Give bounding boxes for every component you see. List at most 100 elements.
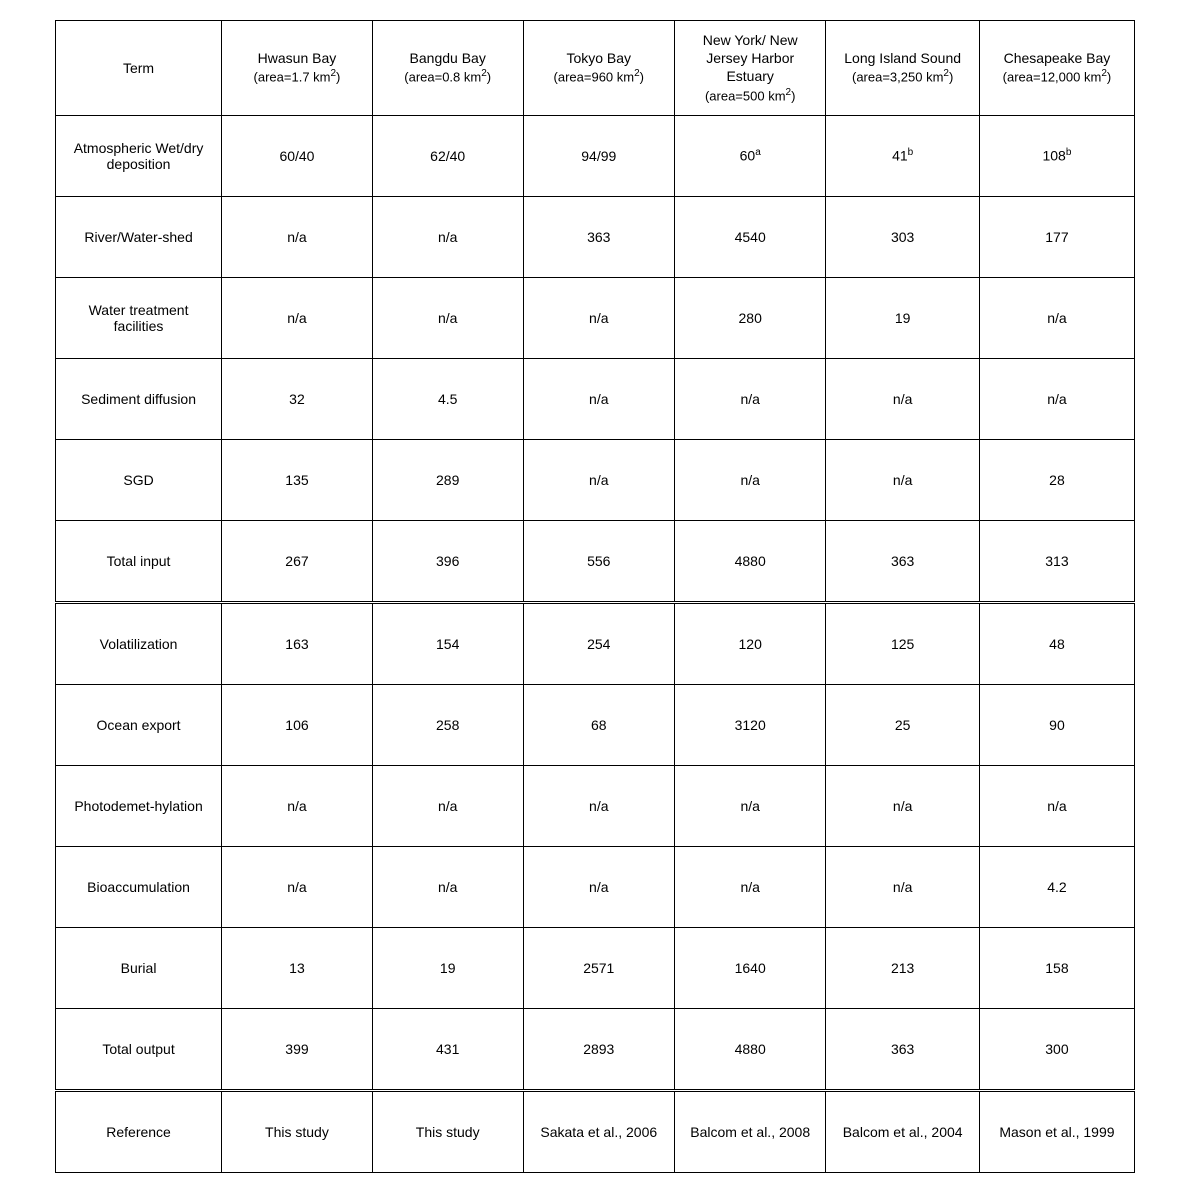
table-cell: 94/99 <box>523 115 674 196</box>
table-cell: n/a <box>372 765 523 846</box>
row-label: Burial <box>56 927 222 1008</box>
table-cell: n/a <box>523 846 674 927</box>
table-cell: 32 <box>222 358 373 439</box>
table-cell: n/a <box>674 846 825 927</box>
table-cell: n/a <box>979 765 1134 846</box>
table-cell: 363 <box>523 196 674 277</box>
table-cell: n/a <box>222 277 373 358</box>
table-row: SGD135289n/an/an/a28 <box>56 439 1135 520</box>
header-col-name: Chesapeake Bay <box>988 49 1126 67</box>
header-col-area: (area=12,000 km2) <box>988 67 1126 86</box>
row-label: Water treatment facilities <box>56 277 222 358</box>
reference-row: ReferenceThis studyThis studySakata et a… <box>56 1090 1135 1172</box>
table-cell: n/a <box>222 196 373 277</box>
header-col-name: Long Island Sound <box>834 49 970 67</box>
reference-label: Reference <box>56 1090 222 1172</box>
table-cell: 13 <box>222 927 373 1008</box>
table-cell: 25 <box>826 684 979 765</box>
table-cell: 280 <box>674 277 825 358</box>
table-cell: 158 <box>979 927 1134 1008</box>
table-cell: 2893 <box>523 1008 674 1090</box>
reference-cell: Mason et al., 1999 <box>979 1090 1134 1172</box>
table-cell: 363 <box>826 520 979 602</box>
table-cell: 303 <box>826 196 979 277</box>
table-row: Ocean export1062586831202590 <box>56 684 1135 765</box>
row-label: Total input <box>56 520 222 602</box>
table-cell: 125 <box>826 602 979 684</box>
header-col-name: Tokyo Bay <box>532 49 666 67</box>
header-col-area: (area=3,250 km2) <box>834 67 970 86</box>
table-row: Total output39943128934880363300 <box>56 1008 1135 1090</box>
table-cell: 289 <box>372 439 523 520</box>
table-cell: 1640 <box>674 927 825 1008</box>
header-row: Term Hwasun Bay(area=1.7 km2)Bangdu Bay(… <box>56 21 1135 116</box>
table-cell: n/a <box>674 765 825 846</box>
header-col-3: New York/ New Jersey Harbor Estuary(area… <box>674 21 825 116</box>
table-cell: 163 <box>222 602 373 684</box>
header-col-5: Chesapeake Bay(area=12,000 km2) <box>979 21 1134 116</box>
table-cell: n/a <box>222 765 373 846</box>
header-col-1: Bangdu Bay(area=0.8 km2) <box>372 21 523 116</box>
table-cell: n/a <box>523 765 674 846</box>
table-cell: 19 <box>372 927 523 1008</box>
table-cell: n/a <box>372 277 523 358</box>
table-cell: 396 <box>372 520 523 602</box>
header-col-name: Bangdu Bay <box>381 49 515 67</box>
table-cell: 4.2 <box>979 846 1134 927</box>
table-cell: 4540 <box>674 196 825 277</box>
table-cell: n/a <box>523 439 674 520</box>
reference-cell: This study <box>222 1090 373 1172</box>
table-row: Atmospheric Wet/dry deposition60/4062/40… <box>56 115 1135 196</box>
table-cell: 399 <box>222 1008 373 1090</box>
row-label: SGD <box>56 439 222 520</box>
table-cell: 60/40 <box>222 115 373 196</box>
table-cell: 213 <box>826 927 979 1008</box>
table-row: River/Water-shedn/an/a3634540303177 <box>56 196 1135 277</box>
table-row: Total input2673965564880363313 <box>56 520 1135 602</box>
table-cell: 313 <box>979 520 1134 602</box>
table-cell: 4.5 <box>372 358 523 439</box>
header-col-area: (area=1.7 km2) <box>230 67 364 86</box>
table-row: Burial131925711640213158 <box>56 927 1135 1008</box>
header-col-area: (area=500 km2) <box>683 86 817 105</box>
table-cell: 154 <box>372 602 523 684</box>
table-cell: 300 <box>979 1008 1134 1090</box>
row-label: Photodemet-hylation <box>56 765 222 846</box>
header-col-area: (area=0.8 km2) <box>381 67 515 86</box>
table-cell: 4880 <box>674 1008 825 1090</box>
header-col-area: (area=960 km2) <box>532 67 666 86</box>
header-col-0: Hwasun Bay(area=1.7 km2) <box>222 21 373 116</box>
table-cell: 62/40 <box>372 115 523 196</box>
table-cell: 431 <box>372 1008 523 1090</box>
table-cell: n/a <box>222 846 373 927</box>
reference-cell: Sakata et al., 2006 <box>523 1090 674 1172</box>
table-cell: 556 <box>523 520 674 602</box>
row-label: Bioaccumulation <box>56 846 222 927</box>
table-cell: n/a <box>523 277 674 358</box>
reference-cell: This study <box>372 1090 523 1172</box>
row-label: River/Water-shed <box>56 196 222 277</box>
table-cell: n/a <box>979 358 1134 439</box>
table-cell: 3120 <box>674 684 825 765</box>
header-col-4: Long Island Sound(area=3,250 km2) <box>826 21 979 116</box>
table-cell: 106 <box>222 684 373 765</box>
row-label: Atmospheric Wet/dry deposition <box>56 115 222 196</box>
row-label: Volatilization <box>56 602 222 684</box>
table-cell: 2571 <box>523 927 674 1008</box>
reference-cell: Balcom et al., 2004 <box>826 1090 979 1172</box>
row-label: Ocean export <box>56 684 222 765</box>
row-label: Sediment diffusion <box>56 358 222 439</box>
table-row: Bioaccumulationn/an/an/an/an/a4.2 <box>56 846 1135 927</box>
table-cell: n/a <box>372 846 523 927</box>
table-cell: 60a <box>674 115 825 196</box>
table-row: Photodemet-hylationn/an/an/an/an/an/a <box>56 765 1135 846</box>
table-cell: n/a <box>674 358 825 439</box>
header-col-name: Hwasun Bay <box>230 49 364 67</box>
table-cell: 48 <box>979 602 1134 684</box>
header-term: Term <box>56 21 222 116</box>
table-cell: 19 <box>826 277 979 358</box>
table-cell: 4880 <box>674 520 825 602</box>
table-body: Atmospheric Wet/dry deposition60/4062/40… <box>56 115 1135 1172</box>
table-cell: 363 <box>826 1008 979 1090</box>
row-label: Total output <box>56 1008 222 1090</box>
